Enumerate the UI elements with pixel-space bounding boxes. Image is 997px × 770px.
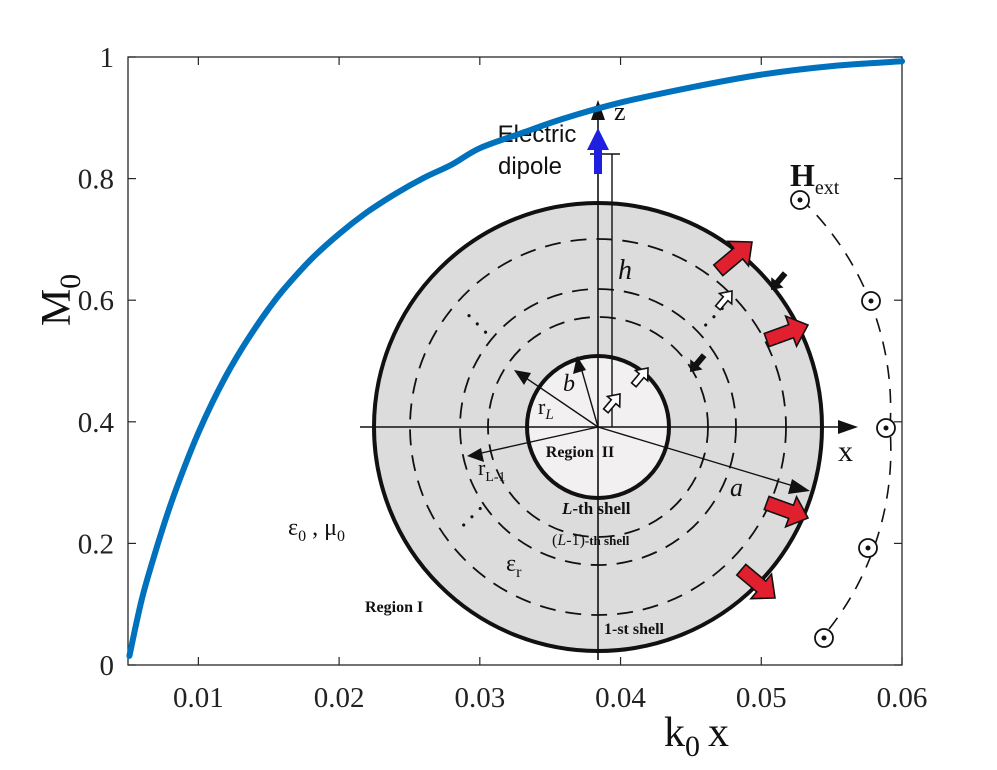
label-eps0-mu0: ε0 , μ0 (288, 515, 345, 545)
circled-dot-icon (858, 538, 878, 558)
hollow-arrow-icon (630, 367, 649, 388)
hext-arrow-icon (712, 240, 753, 277)
radius-rL1-arrowhead (467, 448, 484, 462)
label-dipole: dipole (498, 153, 562, 180)
x-tick-label: 0.02 (314, 682, 365, 714)
plot-frame (127, 56, 903, 666)
y-axis-label: M0 (34, 274, 87, 326)
label-rL1: rL-1 (478, 455, 506, 485)
radius-b-arrowhead (573, 356, 586, 374)
series-line (126, 58, 905, 659)
x-tick-label: 0.01 (173, 682, 224, 714)
label-l1th-shell: (L-1)-th shell (552, 532, 630, 549)
radius-rL1-arrow (476, 426, 599, 455)
electric-dipole-icon (587, 128, 609, 174)
magnetization-arrows (602, 271, 788, 414)
radius-a-arrowhead (788, 479, 810, 494)
radius-rL-arrow (522, 375, 599, 428)
circled-dot-icon (814, 628, 834, 648)
filled-arrow-icon (771, 271, 788, 290)
y-tick-label: 1 (100, 42, 115, 74)
x-tick-label: 0.06 (877, 682, 928, 714)
y-tick-label: 0.8 (78, 164, 114, 196)
series-layer (126, 58, 905, 659)
label-a: a (730, 473, 743, 502)
label-hext: Hext (790, 157, 840, 199)
x-axis-label: k0 x (664, 710, 729, 763)
label-rL: rL (538, 394, 554, 423)
label-x-axis: x (838, 435, 853, 468)
label-h: h (618, 255, 632, 286)
external-field-path (799, 197, 892, 641)
hollow-arrow-icon (602, 393, 621, 414)
hext-arrow-icon (735, 563, 776, 600)
label-b: b (563, 371, 575, 397)
label-lth-shell: L-th shell (561, 499, 631, 518)
label-region-II: Region II (546, 444, 614, 461)
y-tick-label: 0.6 (78, 285, 114, 317)
filled-arrow-icon (690, 353, 707, 372)
axis-ticks: 0 0.2 0.4 0.6 0.8 1 0.01 0.02 0.03 0.04 0.05 0.06 (78, 42, 928, 714)
radius-a-arrow (597, 426, 801, 489)
label-region-I: Region I (365, 599, 423, 616)
geometry-schematic: · · · · · · · · · (288, 97, 896, 660)
label-first-shell: 1-st shell (604, 621, 665, 638)
hollow-arrow-icon (714, 290, 733, 311)
x-tick-label: 0.03 (454, 682, 505, 714)
radius-rL-arrowhead (514, 370, 531, 385)
circled-dot-icon (790, 190, 810, 210)
hext-arrow-icon (763, 494, 810, 529)
y-tick-label: 0.2 (78, 528, 114, 560)
label-eps-r: εr (506, 551, 522, 581)
y-tick-label: 0.4 (78, 407, 115, 439)
x-tick-label: 0.05 (736, 682, 787, 714)
hext-arrow-icon (763, 314, 810, 349)
y-tick-label: 0 (100, 650, 115, 682)
circled-dot-icon (876, 418, 896, 438)
x-tick-label: 0.04 (595, 682, 646, 714)
out-of-plane-symbols (790, 190, 896, 648)
radius-b-arrow (579, 363, 599, 428)
external-field-arrows (712, 240, 810, 600)
x-axis-arrowhead (838, 420, 858, 434)
label-z-axis: z (614, 97, 626, 126)
circled-dot-icon (861, 291, 881, 311)
